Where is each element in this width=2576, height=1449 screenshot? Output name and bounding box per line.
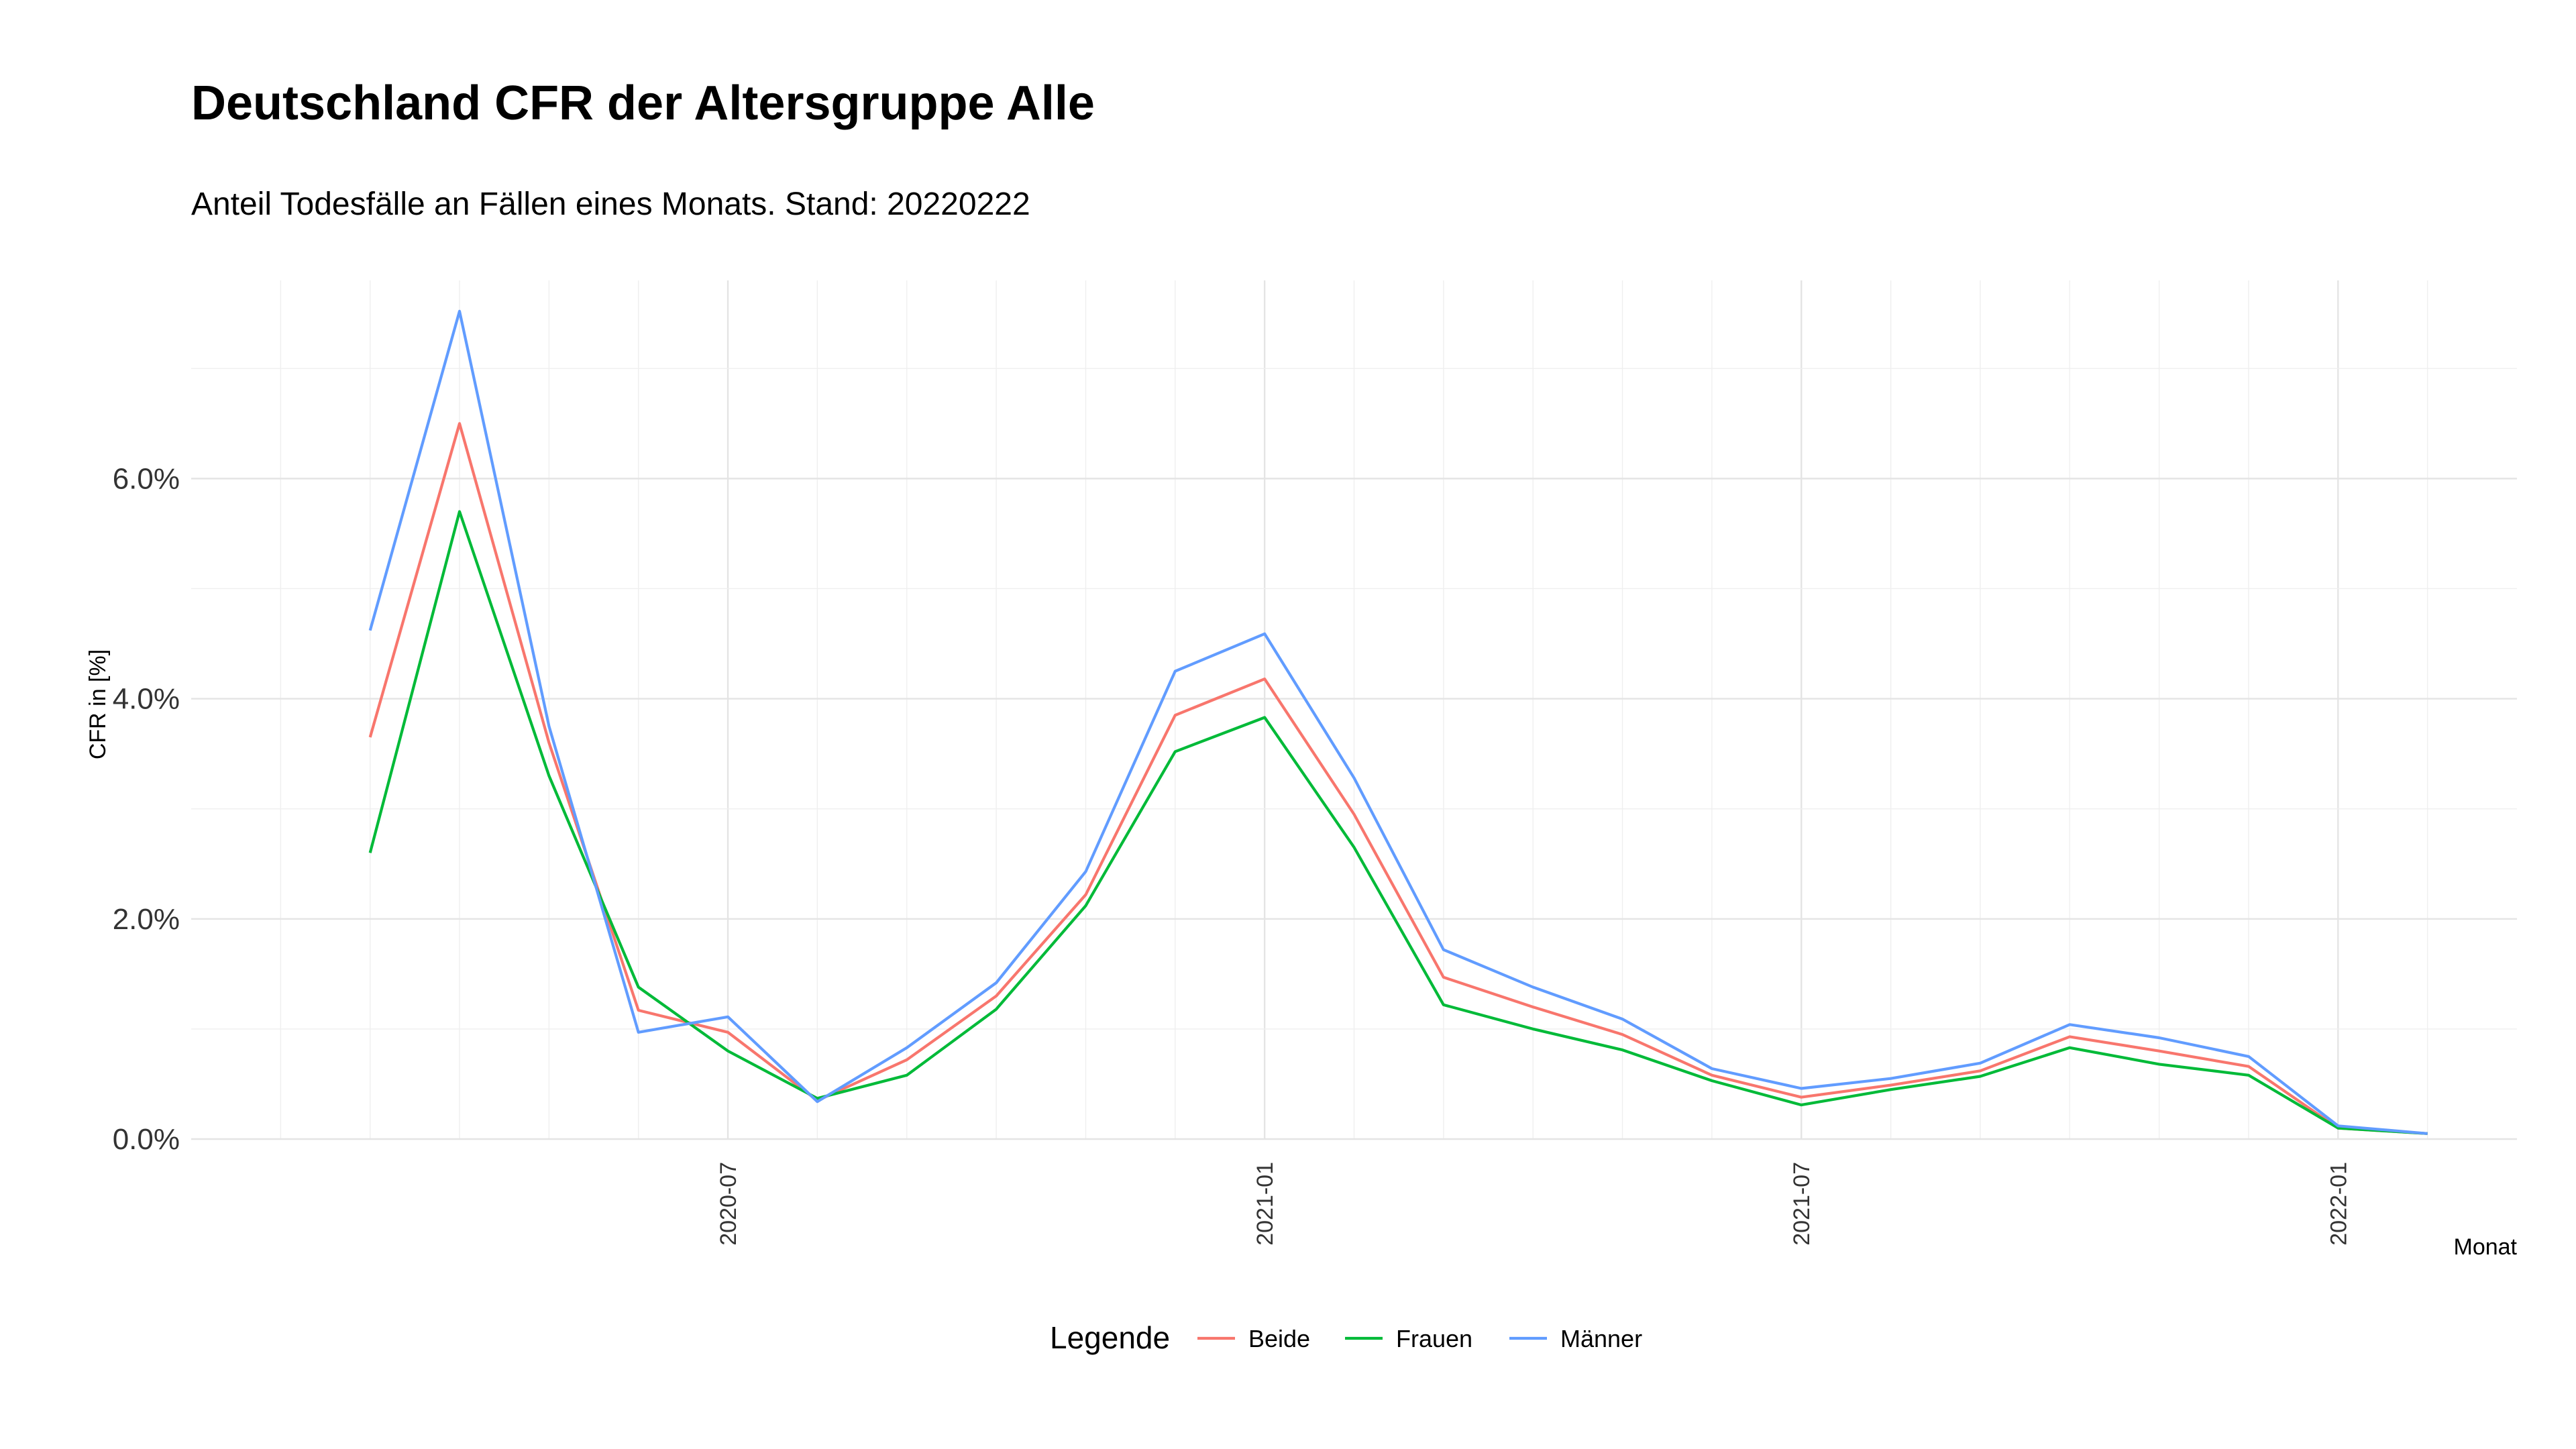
- x-axis-label: Monat: [2454, 1234, 2518, 1260]
- x-axis-ticks: 2020-07 2021-01 2021-07 2022-01: [716, 1162, 2351, 1246]
- y-tick-label: 4.0%: [113, 683, 180, 716]
- y-tick-label: 6.0%: [113, 462, 180, 495]
- y-tick-label: 0.0%: [113, 1123, 180, 1156]
- series-lines: [368, 309, 2428, 1135]
- x-tick-label: 2021-07: [1789, 1162, 1815, 1246]
- y-axis-ticks: 0.0% 2.0% 4.0% 6.0%: [113, 462, 180, 1156]
- series-line-frauen: [368, 510, 2428, 1135]
- y-axis-label: CFR in [%]: [85, 649, 111, 759]
- grid: [191, 280, 2517, 1140]
- legend-label: Männer: [1560, 1325, 1642, 1352]
- chart-title: Deutschland CFR der Altersgruppe Alle: [191, 76, 1095, 130]
- legend-label: Frauen: [1396, 1325, 1472, 1352]
- legend: Legende Beide Frauen Männer: [1050, 1320, 1642, 1355]
- x-tick-label: 2020-07: [716, 1162, 741, 1246]
- chart-subtitle: Anteil Todesfälle an Fällen eines Monats…: [191, 186, 1030, 222]
- x-tick-label: 2021-01: [1252, 1162, 1278, 1246]
- legend-title: Legende: [1050, 1320, 1170, 1355]
- x-tick-label: 2022-01: [2326, 1162, 2351, 1246]
- legend-label: Beide: [1248, 1325, 1310, 1352]
- series-line-beide: [368, 422, 2428, 1135]
- y-tick-label: 2.0%: [113, 903, 180, 936]
- series-line-m-nner: [368, 309, 2428, 1135]
